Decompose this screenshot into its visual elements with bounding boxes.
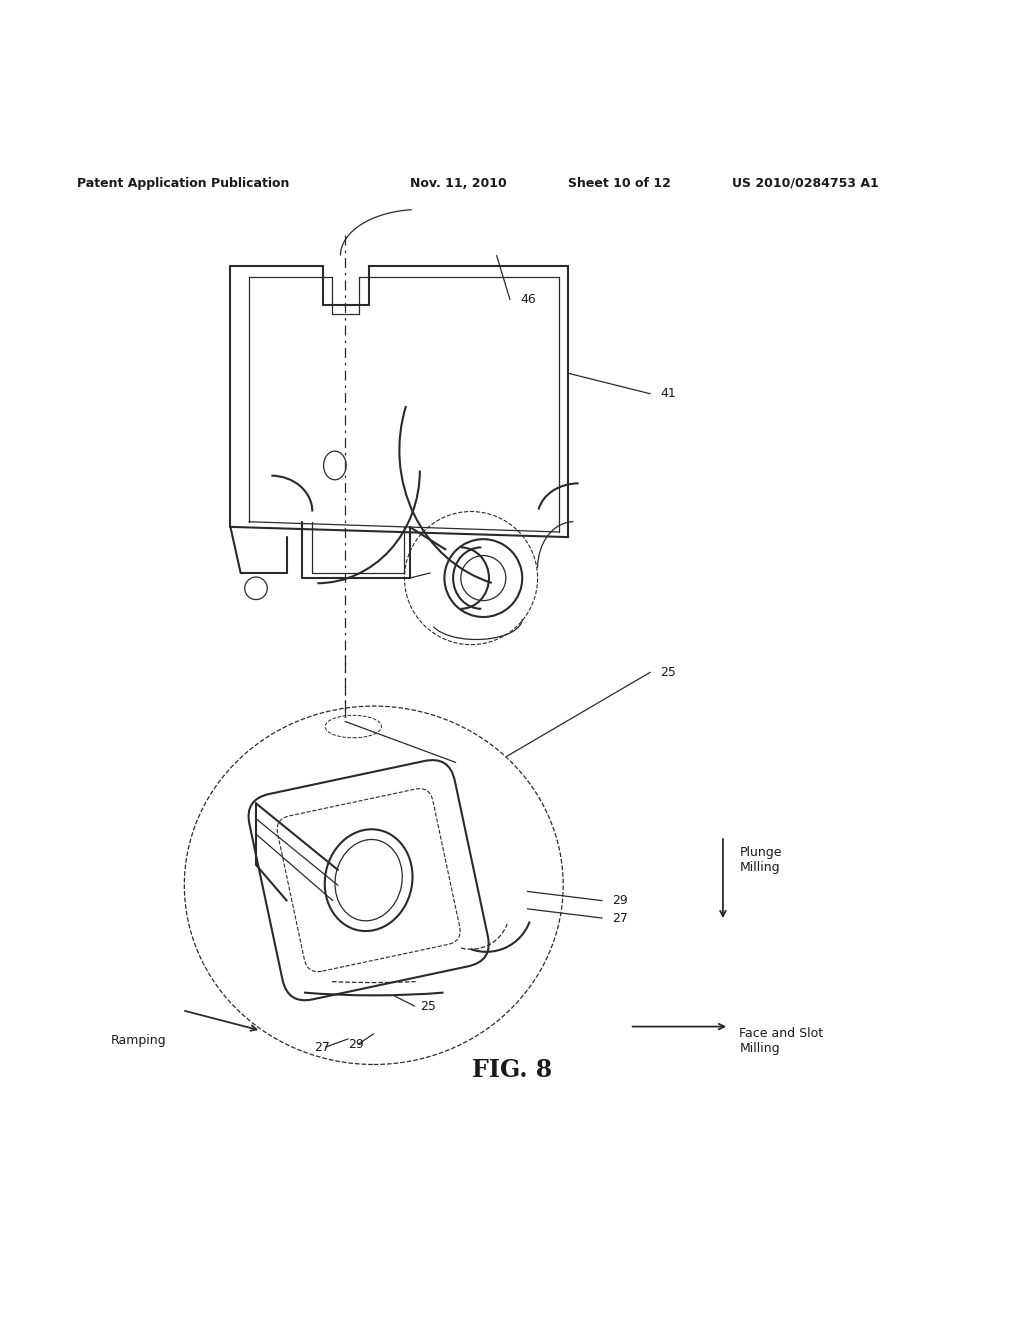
- Text: FIG. 8: FIG. 8: [472, 1057, 552, 1081]
- Text: 27: 27: [612, 912, 629, 924]
- Text: Ramping: Ramping: [111, 1035, 166, 1048]
- Text: 29: 29: [612, 894, 628, 907]
- Text: 46: 46: [520, 293, 536, 306]
- Text: US 2010/0284753 A1: US 2010/0284753 A1: [732, 177, 879, 190]
- Text: Plunge
Milling: Plunge Milling: [739, 846, 782, 874]
- Text: 29: 29: [348, 1038, 364, 1051]
- Text: Nov. 11, 2010: Nov. 11, 2010: [410, 177, 506, 190]
- Text: 27: 27: [313, 1040, 330, 1053]
- Text: 25: 25: [420, 999, 436, 1012]
- Text: Patent Application Publication: Patent Application Publication: [77, 177, 289, 190]
- Text: Sheet 10 of 12: Sheet 10 of 12: [568, 177, 671, 190]
- Text: Face and Slot
Milling: Face and Slot Milling: [739, 1027, 823, 1055]
- Text: 41: 41: [660, 387, 676, 400]
- Text: 25: 25: [660, 665, 677, 678]
